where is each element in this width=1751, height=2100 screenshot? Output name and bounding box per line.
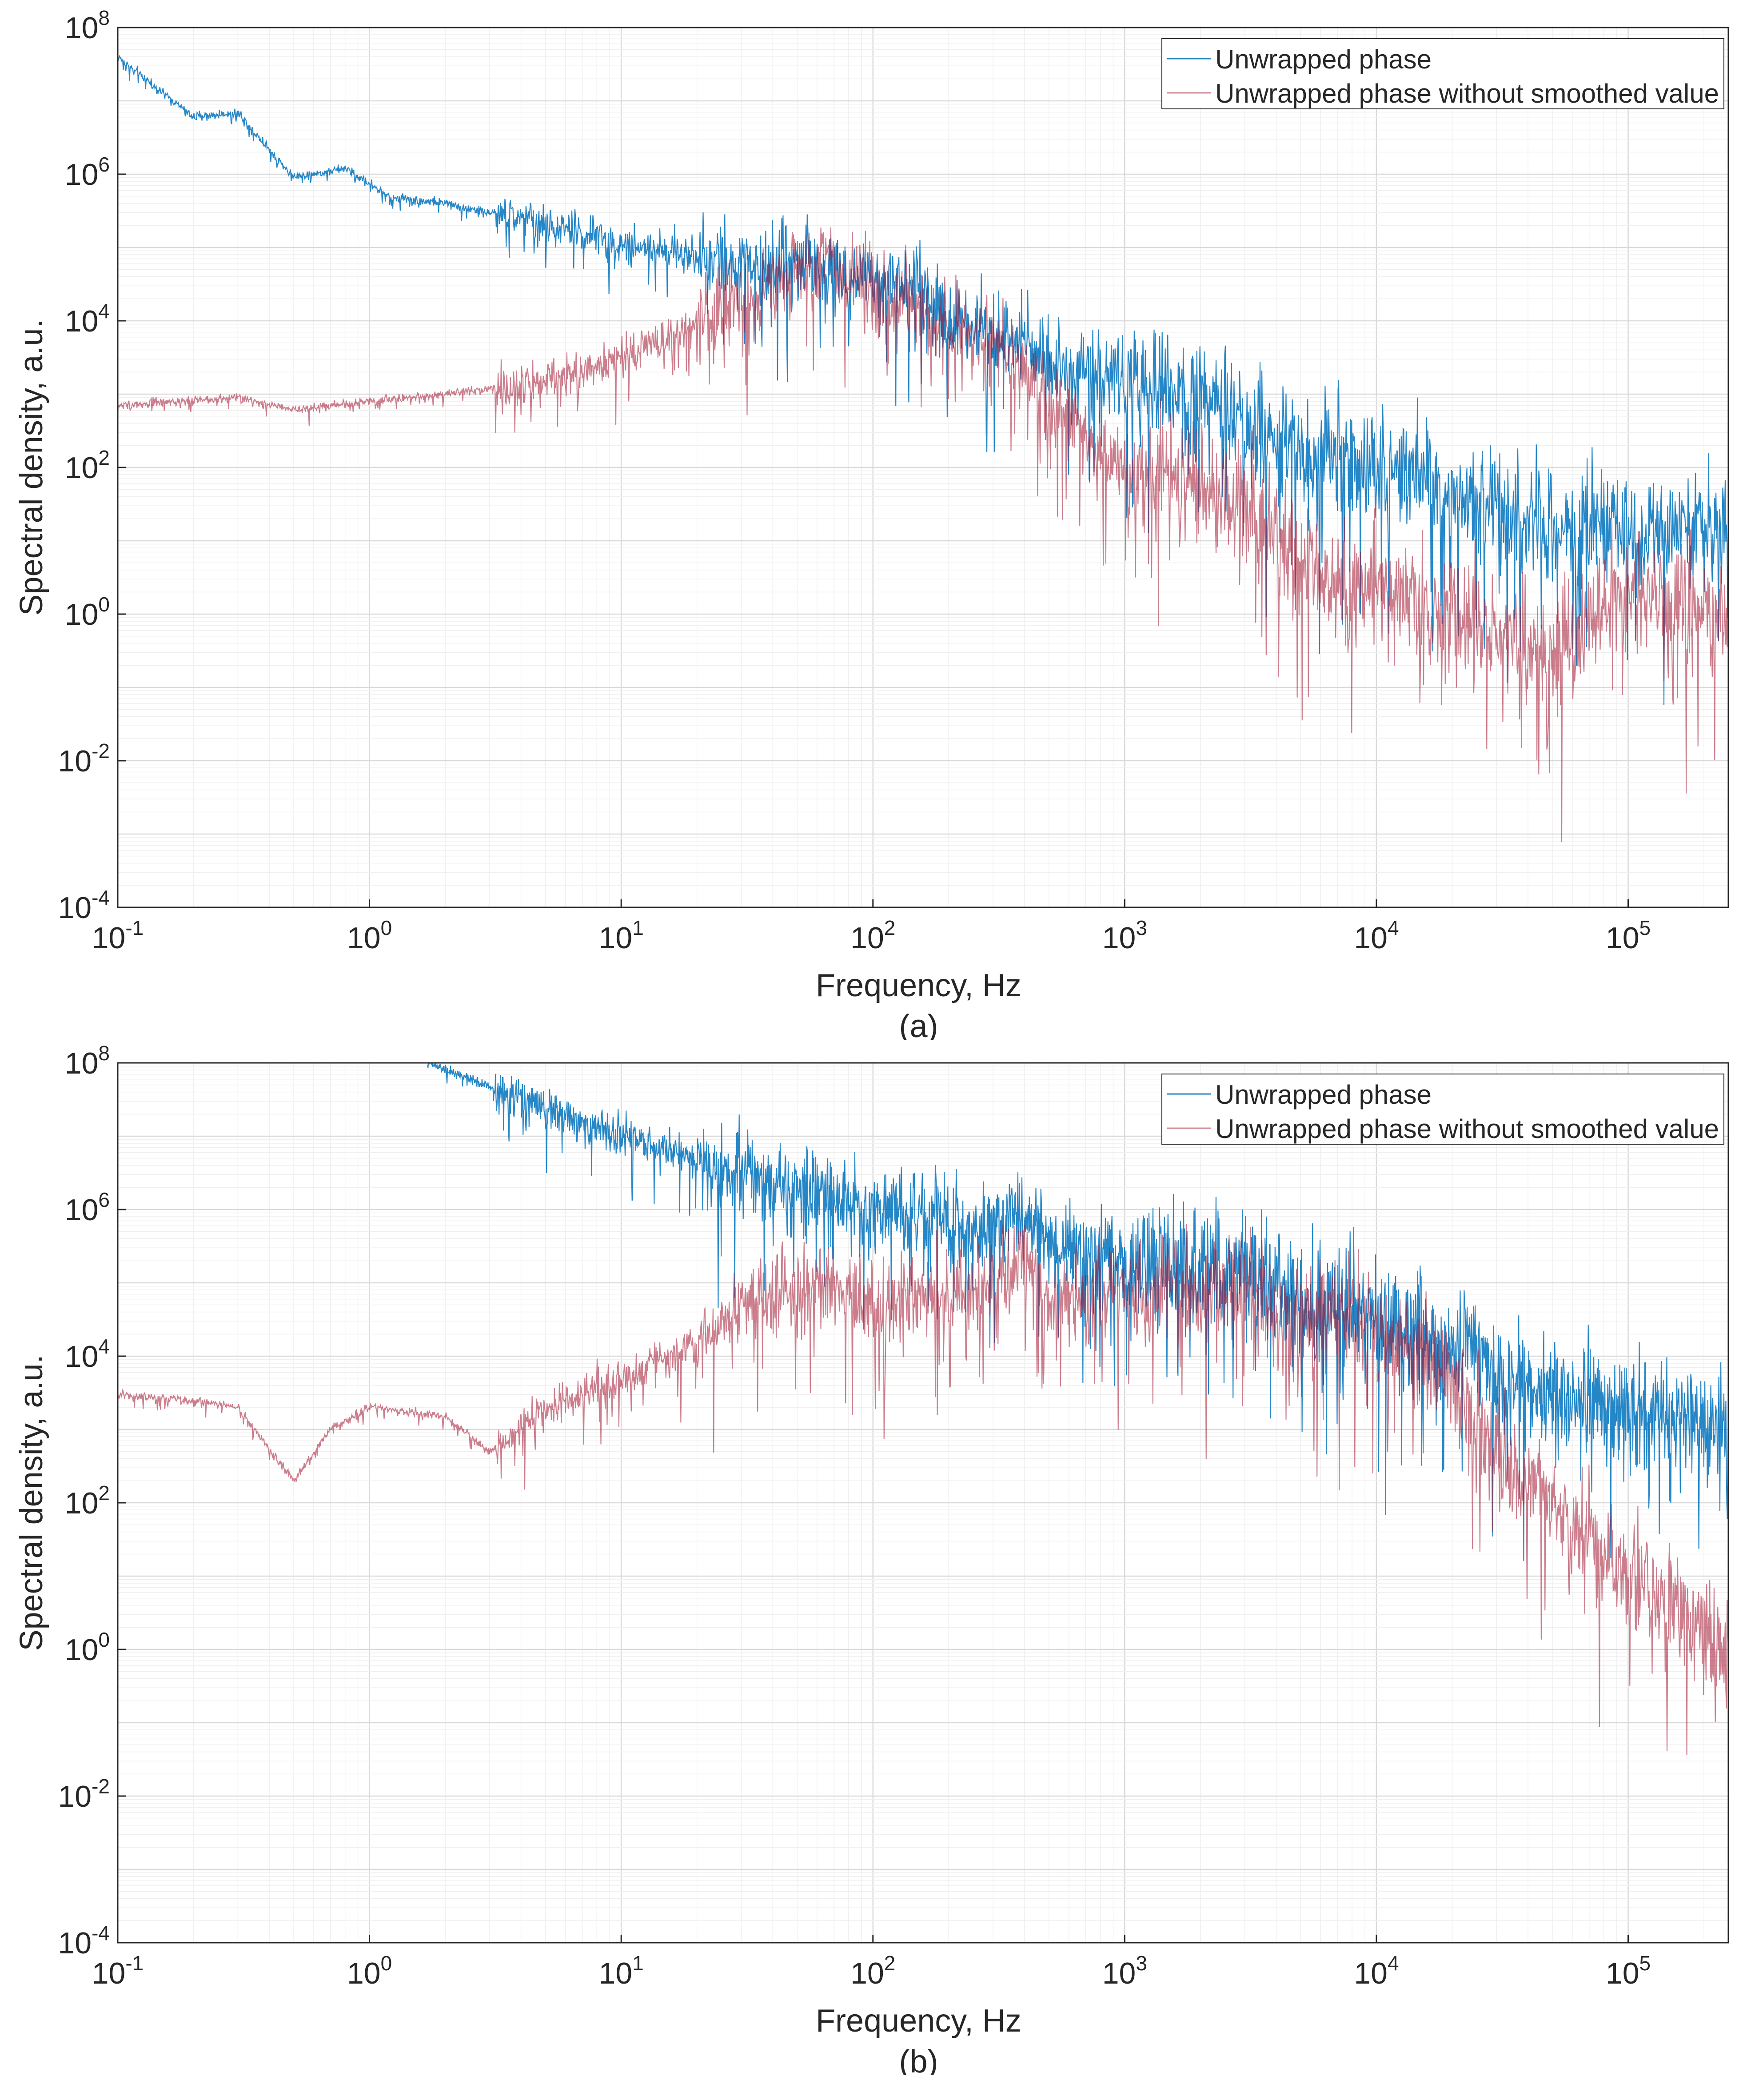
legend: Unwrapped phase Unwrapped phase without s…: [1161, 1074, 1724, 1145]
x-tick-label: 10-1: [92, 1952, 144, 1990]
legend-entry-1: Unwrapped phase: [1215, 44, 1432, 74]
grid: [117, 27, 1728, 908]
y-tick-label: 108: [65, 1042, 110, 1080]
legend-entry-2: Unwrapped phase without smoothed value: [1215, 79, 1719, 108]
panel-label: (a): [899, 1009, 938, 1040]
series-group: [118, 55, 1728, 842]
x-tick-label: 100: [347, 916, 392, 955]
chart-panel-b: 10-1 100 101 102 103 104 105 10-4 10-2 100 102 104 1…: [14, 1042, 1729, 2075]
grid: [117, 1062, 1728, 1944]
x-tick-label: 105: [1606, 1952, 1651, 1990]
x-tick-label: 101: [599, 1952, 644, 1990]
x-tick-label: 102: [850, 916, 895, 955]
legend-entry-2: Unwrapped phase without smoothed value: [1215, 1114, 1719, 1144]
x-tick-label: 103: [1102, 1952, 1147, 1990]
legend-box: [1161, 38, 1724, 109]
y-tick-label: 106: [65, 1188, 110, 1227]
y-tick-label: 104: [65, 1335, 110, 1373]
y-tick-label: 10-4: [58, 1921, 110, 1960]
y-axis-label: Spectral density, a.u.: [14, 1354, 49, 1651]
series-group: [118, 1063, 1728, 1755]
y-tick-label: 10-2: [58, 739, 110, 778]
x-axis-label: Frequency, Hz: [816, 968, 1021, 1003]
chart-panel-a: 10-1 100 101 102 103 104 105 10-4 10-2 100 102 104 1…: [14, 6, 1729, 1040]
y-tick-label: 102: [65, 446, 110, 485]
y-axis-label: Spectral density, a.u.: [14, 319, 49, 615]
y-tick-label: 108: [65, 6, 110, 45]
x-axis-label: Frequency, Hz: [816, 2003, 1021, 2039]
tick-labels: 10-1 100 101 102 103 104 105 10-4 10-2 100 102 104 1…: [58, 6, 1651, 955]
x-tick-label: 100: [347, 1952, 392, 1990]
y-tick-label: 10-2: [58, 1775, 110, 1813]
y-tick-label: 106: [65, 153, 110, 192]
legend: Unwrapped phase Unwrapped phase without s…: [1161, 38, 1724, 109]
y-tick-label: 104: [65, 299, 110, 338]
x-tick-label: 101: [599, 916, 644, 955]
panel-label: (b): [899, 2044, 938, 2075]
x-tick-label: 104: [1354, 916, 1399, 955]
y-tick-label: 100: [65, 1628, 110, 1667]
legend-box: [1161, 1074, 1724, 1145]
x-tick-label: 105: [1606, 916, 1651, 955]
x-tick-label: 10-1: [92, 916, 144, 955]
x-tick-label: 104: [1354, 1952, 1399, 1990]
tick-labels: 10-1 100 101 102 103 104 105 10-4 10-2 100 102 104 1…: [58, 1042, 1651, 1990]
x-tick-label: 102: [850, 1952, 895, 1990]
x-tick-label: 103: [1102, 916, 1147, 955]
series-line-1: [427, 1063, 1728, 1561]
series-line-1: [118, 55, 1728, 705]
y-tick-label: 10-4: [58, 886, 110, 925]
series-line-2: [118, 1224, 1728, 1755]
y-tick-label: 100: [65, 593, 110, 631]
series-line-2: [118, 227, 1728, 842]
legend-entry-1: Unwrapped phase: [1215, 1080, 1432, 1110]
y-tick-label: 102: [65, 1481, 110, 1520]
